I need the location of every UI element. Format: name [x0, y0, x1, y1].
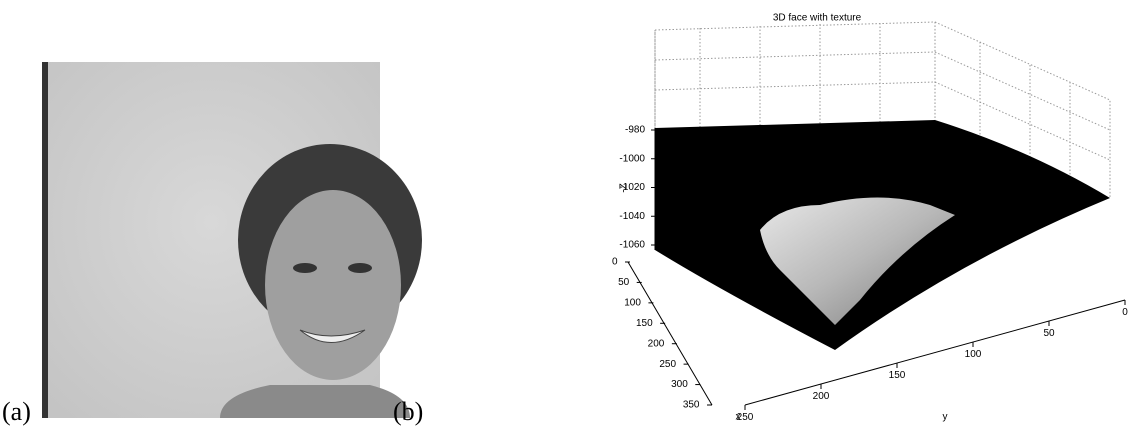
plot-title: 3D face with texture [773, 13, 862, 24]
tick-label: 300 [671, 379, 688, 390]
tick-label: 150 [636, 318, 653, 329]
tick-label: 250 [659, 359, 676, 370]
panel-label: (a) [2, 397, 31, 426]
x-axis-label: x [736, 412, 741, 423]
tick-label: 200 [813, 391, 830, 402]
tick-label: 250 [737, 412, 754, 423]
tick-label: 50 [1043, 328, 1055, 339]
tick-label: -1040 [619, 211, 645, 222]
z-axis-label: -Z [619, 183, 630, 192]
tick-label: -1060 [619, 240, 645, 251]
tick-label: 200 [648, 338, 665, 349]
tick-label: 0 [612, 257, 618, 268]
tick-label: -980 [625, 125, 645, 136]
tick-label: 50 [618, 277, 630, 288]
y-axis-label: y [943, 412, 948, 423]
tick-label: 100 [624, 297, 641, 308]
tick-label: -1000 [619, 153, 645, 164]
tick-label: 0 [1122, 307, 1128, 318]
panel-label: (b) [393, 397, 423, 426]
tick-label: 100 [965, 349, 982, 360]
photo [42, 62, 422, 418]
tick-label: 350 [683, 400, 700, 411]
tick-label: -1020 [619, 182, 645, 193]
tick-label: 150 [889, 370, 906, 381]
plot-box [627, 21, 1126, 406]
